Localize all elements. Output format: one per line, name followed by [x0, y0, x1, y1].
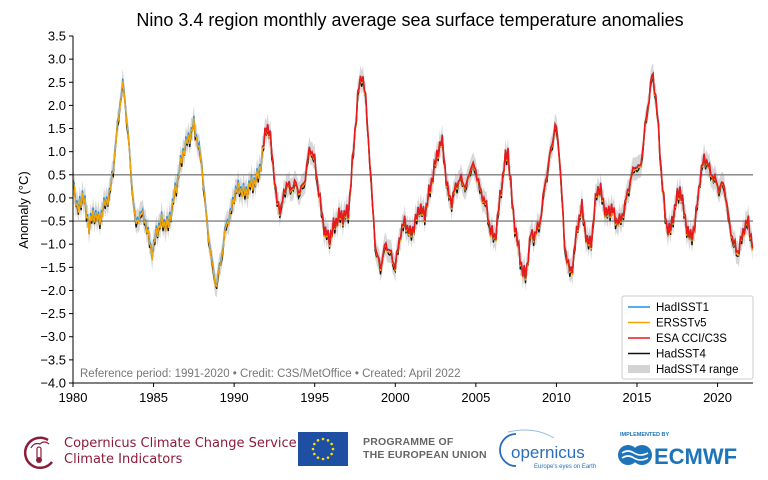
- eu-star-icon: [331, 447, 335, 451]
- y-tick-label: 1.0: [48, 144, 66, 159]
- y-tick-label: 3.0: [48, 52, 66, 67]
- eu-logo: PROGRAMME OF THE EUROPEAN UNION: [298, 432, 487, 466]
- eu-star-icon: [330, 442, 333, 446]
- c3s-logo: Copernicus Climate Change Service Climat…: [22, 434, 297, 470]
- x-tick-label: 1980: [59, 390, 88, 405]
- ecmwf-implemented-by: IMPLEMENTED BY: [620, 432, 670, 438]
- hadsst4-range-band: [73, 63, 753, 298]
- legend-frame: [621, 295, 754, 380]
- legend-label: HadISST1: [656, 302, 709, 314]
- c3s-title: Copernicus Climate Change Service: [64, 436, 297, 451]
- x-tick-label: 2010: [542, 390, 571, 405]
- eu-star-icon: [326, 456, 330, 459]
- chart: Nino 3.4 region monthly average sea surf…: [16, 10, 754, 405]
- legend-label: ERSSTv5: [656, 318, 707, 330]
- y-tick-label: 0.0: [48, 190, 66, 205]
- legend-label: HadSST4: [656, 349, 706, 361]
- y-tick-label: 3.5: [48, 29, 66, 44]
- annotation-text: Reference period: 1991-2020 • Credit: C3…: [80, 368, 461, 380]
- y-tick-label: 2.0: [48, 98, 66, 113]
- y-tick-label: −0.5: [40, 214, 66, 229]
- copernicus-logo: opernicus Europe's eyes on Earth: [494, 428, 606, 477]
- eu-line1: PROGRAMME OF: [363, 436, 454, 448]
- plot-area: 3.5 3.0 2.5 2.0 1.5 1.0 0.5 0.0 −0.5 −1.0 −1.5 −2.0…: [40, 29, 754, 405]
- c3s-subtitle: Climate Indicators: [64, 452, 183, 467]
- y-tick-label: −4.0: [40, 376, 66, 391]
- copernicus-tagline: Europe's eyes on Earth: [534, 464, 596, 470]
- y-tick-label: −3.5: [40, 352, 66, 367]
- x-tick-label: 1990: [220, 390, 249, 405]
- legend-label: ESA CCI/C3S: [656, 333, 727, 345]
- x-tick-label: 2015: [623, 390, 652, 405]
- y-axis-label: Anomaly (°C): [16, 171, 31, 248]
- eu-star-icon: [316, 439, 320, 442]
- eu-star-icon: [313, 452, 316, 456]
- x-tick-label: 2020: [703, 390, 732, 405]
- legend-swatch-band: [628, 365, 650, 373]
- y-tick-label: −2.0: [40, 283, 66, 298]
- y-tick-label: 1.5: [48, 121, 66, 136]
- eu-star-icon: [316, 456, 320, 459]
- y-tick-label: −1.5: [40, 260, 66, 275]
- eu-star-icon: [326, 439, 330, 442]
- x-tick-label: 1985: [139, 390, 168, 405]
- eu-line2: THE EUROPEAN UNION: [363, 449, 487, 461]
- eu-flag-icon: [298, 432, 348, 466]
- y-tick-label: −2.5: [40, 306, 66, 321]
- c3s-thermometer-icon: [23, 436, 53, 469]
- eu-star-icon: [330, 452, 333, 456]
- x-tick-label: 1995: [300, 390, 329, 405]
- footer-logos: Copernicus Climate Change Service Climat…: [0, 420, 768, 480]
- eu-star-icon: [321, 457, 325, 461]
- eu-star-icon: [321, 437, 325, 441]
- y-tick-label: −1.0: [40, 237, 66, 252]
- y-tick-label: 0.5: [48, 167, 66, 182]
- x-tick-label: 2005: [461, 390, 490, 405]
- series-line-esa-cci-c3s: [261, 71, 754, 279]
- legend-label: HadSST4 range: [656, 364, 738, 376]
- x-tick-label: 2000: [381, 390, 410, 405]
- ecmwf-name: ECMWF: [654, 444, 737, 469]
- eu-star-icon: [311, 447, 315, 451]
- ecmwf-logo: IMPLEMENTED BY ECMWF: [614, 429, 754, 474]
- copernicus-name: opernicus: [511, 443, 585, 462]
- chart-title: Nino 3.4 region monthly average sea surf…: [136, 10, 683, 30]
- y-tick-label: 2.5: [48, 75, 66, 90]
- y-tick-label: −3.0: [40, 329, 66, 344]
- legend: HadISST1 ERSSTv5 ESA CCI/C3S HadSST4 HadSST4…: [621, 295, 754, 380]
- eu-star-icon: [313, 442, 316, 446]
- copernicus-logo-icon: opernicus Europe's eyes on Earth: [499, 429, 596, 470]
- ecmwf-logo-icon: IMPLEMENTED BY ECMWF: [618, 432, 737, 469]
